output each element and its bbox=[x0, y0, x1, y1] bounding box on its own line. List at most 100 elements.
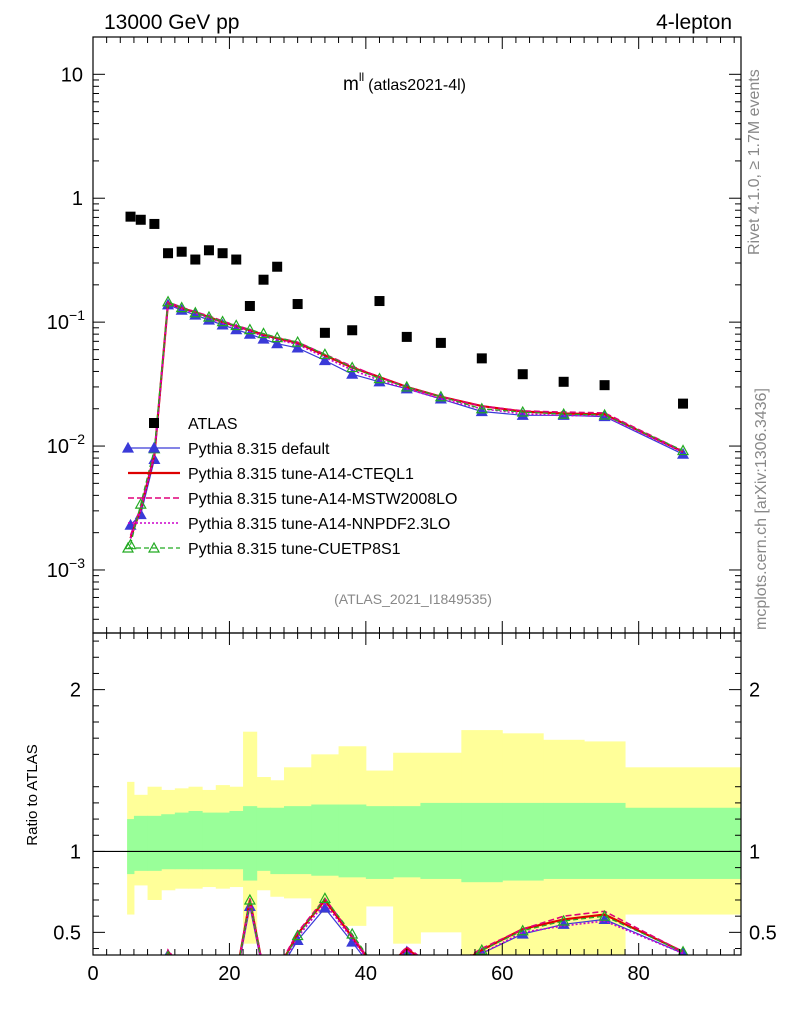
legend-entry-3: Pythia 8.315 tune-A14-CTEQL1 bbox=[128, 466, 414, 483]
series-5-ratio-point bbox=[677, 945, 689, 955]
x-tick-label: 80 bbox=[628, 963, 650, 985]
data-point bbox=[272, 261, 283, 272]
mcplots-label: mcplots.cern.ch [arXiv:1306.3436] bbox=[753, 388, 770, 630]
legend-swatch-marker bbox=[121, 441, 135, 453]
series-1-ratio-point bbox=[126, 1008, 136, 1017]
ratio-y-tick-label: 0.5 bbox=[53, 922, 81, 944]
data-point bbox=[203, 245, 214, 256]
series-1-point bbox=[677, 447, 690, 459]
data-point bbox=[558, 376, 569, 387]
data-point bbox=[435, 337, 446, 348]
series-5-point bbox=[557, 407, 570, 419]
data-point bbox=[176, 246, 187, 257]
series-1-ratio-point bbox=[136, 1008, 146, 1017]
series-1-ratio-line bbox=[167, 906, 684, 955]
legend-swatch-marker bbox=[147, 441, 161, 453]
x-tick-label: 20 bbox=[218, 963, 240, 985]
legend-label: Pythia 8.315 default bbox=[188, 441, 330, 458]
process-label: 4-lepton bbox=[656, 11, 732, 34]
green-band-bin bbox=[283, 806, 312, 875]
green-band-bin bbox=[584, 802, 626, 879]
green-band-bin bbox=[311, 804, 340, 876]
series-5-point bbox=[175, 301, 188, 313]
y-tick-exponent: −2 bbox=[69, 431, 85, 447]
series-5-ratio-point bbox=[516, 924, 529, 936]
y-tick-base: 10 bbox=[47, 436, 69, 458]
series-1-point bbox=[271, 337, 284, 349]
data-point bbox=[258, 274, 269, 285]
legend-entry-6: Pythia 8.315 tune-CUETP8S1 bbox=[121, 541, 401, 558]
series-5-line bbox=[129, 300, 684, 545]
green-band-bin bbox=[243, 806, 258, 881]
data-point bbox=[599, 380, 610, 391]
series-1-ratio-point bbox=[598, 913, 611, 925]
rivet-label: Rivet 4.1.0, ≥ 1.7M events bbox=[746, 69, 763, 255]
green-band-bin bbox=[270, 807, 285, 875]
series-1-point bbox=[216, 318, 229, 330]
y-tick-base: 10 bbox=[47, 560, 69, 582]
series-5-ratio-point bbox=[272, 966, 282, 975]
green-band-bin bbox=[393, 806, 421, 878]
data-point bbox=[244, 300, 255, 311]
x-tick-label: 0 bbox=[87, 963, 98, 985]
series-5-ratio-point bbox=[475, 943, 488, 955]
series-5-point bbox=[516, 405, 529, 417]
series-1-point bbox=[516, 409, 529, 420]
series-5-point bbox=[318, 348, 331, 359]
plot-title-superscript: ll bbox=[359, 70, 364, 84]
legend-entry-1: ATLAS bbox=[149, 416, 238, 433]
series-5-ratio-point bbox=[259, 966, 269, 975]
series-3-ratio-line bbox=[166, 897, 684, 955]
ratio-y-tick-label-right: 0.5 bbox=[749, 922, 777, 944]
y-tick-exponent: −1 bbox=[69, 307, 85, 323]
data-point bbox=[374, 296, 385, 307]
green-band-bin bbox=[127, 819, 135, 875]
series-5-ratio-point bbox=[557, 914, 570, 926]
series-5-ratio-point bbox=[136, 1007, 146, 1016]
series-5-ratio-point bbox=[243, 893, 256, 905]
green-band-bin bbox=[133, 815, 149, 871]
y-tick-base: 10 bbox=[47, 312, 69, 334]
series-5-point bbox=[400, 380, 413, 392]
ratio-y-tick-label: 1 bbox=[70, 841, 81, 863]
plot-title: mll (atlas2021-4l) bbox=[343, 70, 466, 95]
series-5-ratio-point bbox=[190, 969, 200, 978]
data-point bbox=[292, 299, 303, 310]
series-5-point bbox=[291, 335, 304, 347]
x-tick-label: 40 bbox=[355, 963, 377, 985]
series-1-ratio-point bbox=[272, 969, 282, 978]
green-band-bin bbox=[543, 802, 585, 879]
legend-entry-4: Pythia 8.315 tune-A14-MSTW2008LO bbox=[128, 491, 457, 508]
ratio-frame bbox=[92, 632, 742, 956]
green-band-bin bbox=[502, 802, 544, 881]
series-5-ratio-point bbox=[291, 929, 304, 941]
y-tick-label: 1 bbox=[72, 188, 83, 210]
series-5-point bbox=[189, 306, 202, 318]
series-5-point bbox=[434, 390, 447, 402]
series-5-point bbox=[475, 402, 488, 414]
ratio-panel: 0 20 40 60 80 2 2 1 1 0.5 0.5 bbox=[53, 632, 777, 1017]
legend-swatch-marker bbox=[121, 541, 135, 553]
series-5-point bbox=[271, 331, 284, 343]
series-5-ratio-point bbox=[436, 969, 446, 978]
legend-label: Pythia 8.315 tune-A14-MSTW2008LO bbox=[188, 491, 457, 508]
series-1-ratio-point bbox=[177, 968, 187, 977]
legend: ATLAS Pythia 8.315 default Pythia 8.315 tu… bbox=[121, 416, 457, 558]
legend-label: Pythia 8.315 tune-CUETP8S1 bbox=[188, 541, 401, 558]
main-series bbox=[124, 295, 690, 550]
green-band-bin bbox=[625, 807, 741, 879]
data-point bbox=[319, 327, 330, 338]
data-point bbox=[163, 248, 174, 259]
y-tick-label: 10−1 bbox=[47, 307, 85, 334]
series-1-point bbox=[318, 354, 331, 366]
series-5-point bbox=[162, 295, 175, 307]
legend-entry-2: Pythia 8.315 default bbox=[121, 441, 330, 458]
ratio-y-tick-label: 2 bbox=[70, 680, 81, 702]
y-tick-label: 10 bbox=[61, 64, 83, 86]
ratio-y-tick-label-right: 2 bbox=[749, 680, 760, 702]
legend-label: Pythia 8.315 tune-A14-CTEQL1 bbox=[188, 466, 414, 483]
data-point bbox=[149, 218, 160, 229]
data-point bbox=[347, 325, 358, 336]
series-1-ratio-point bbox=[149, 1006, 159, 1015]
